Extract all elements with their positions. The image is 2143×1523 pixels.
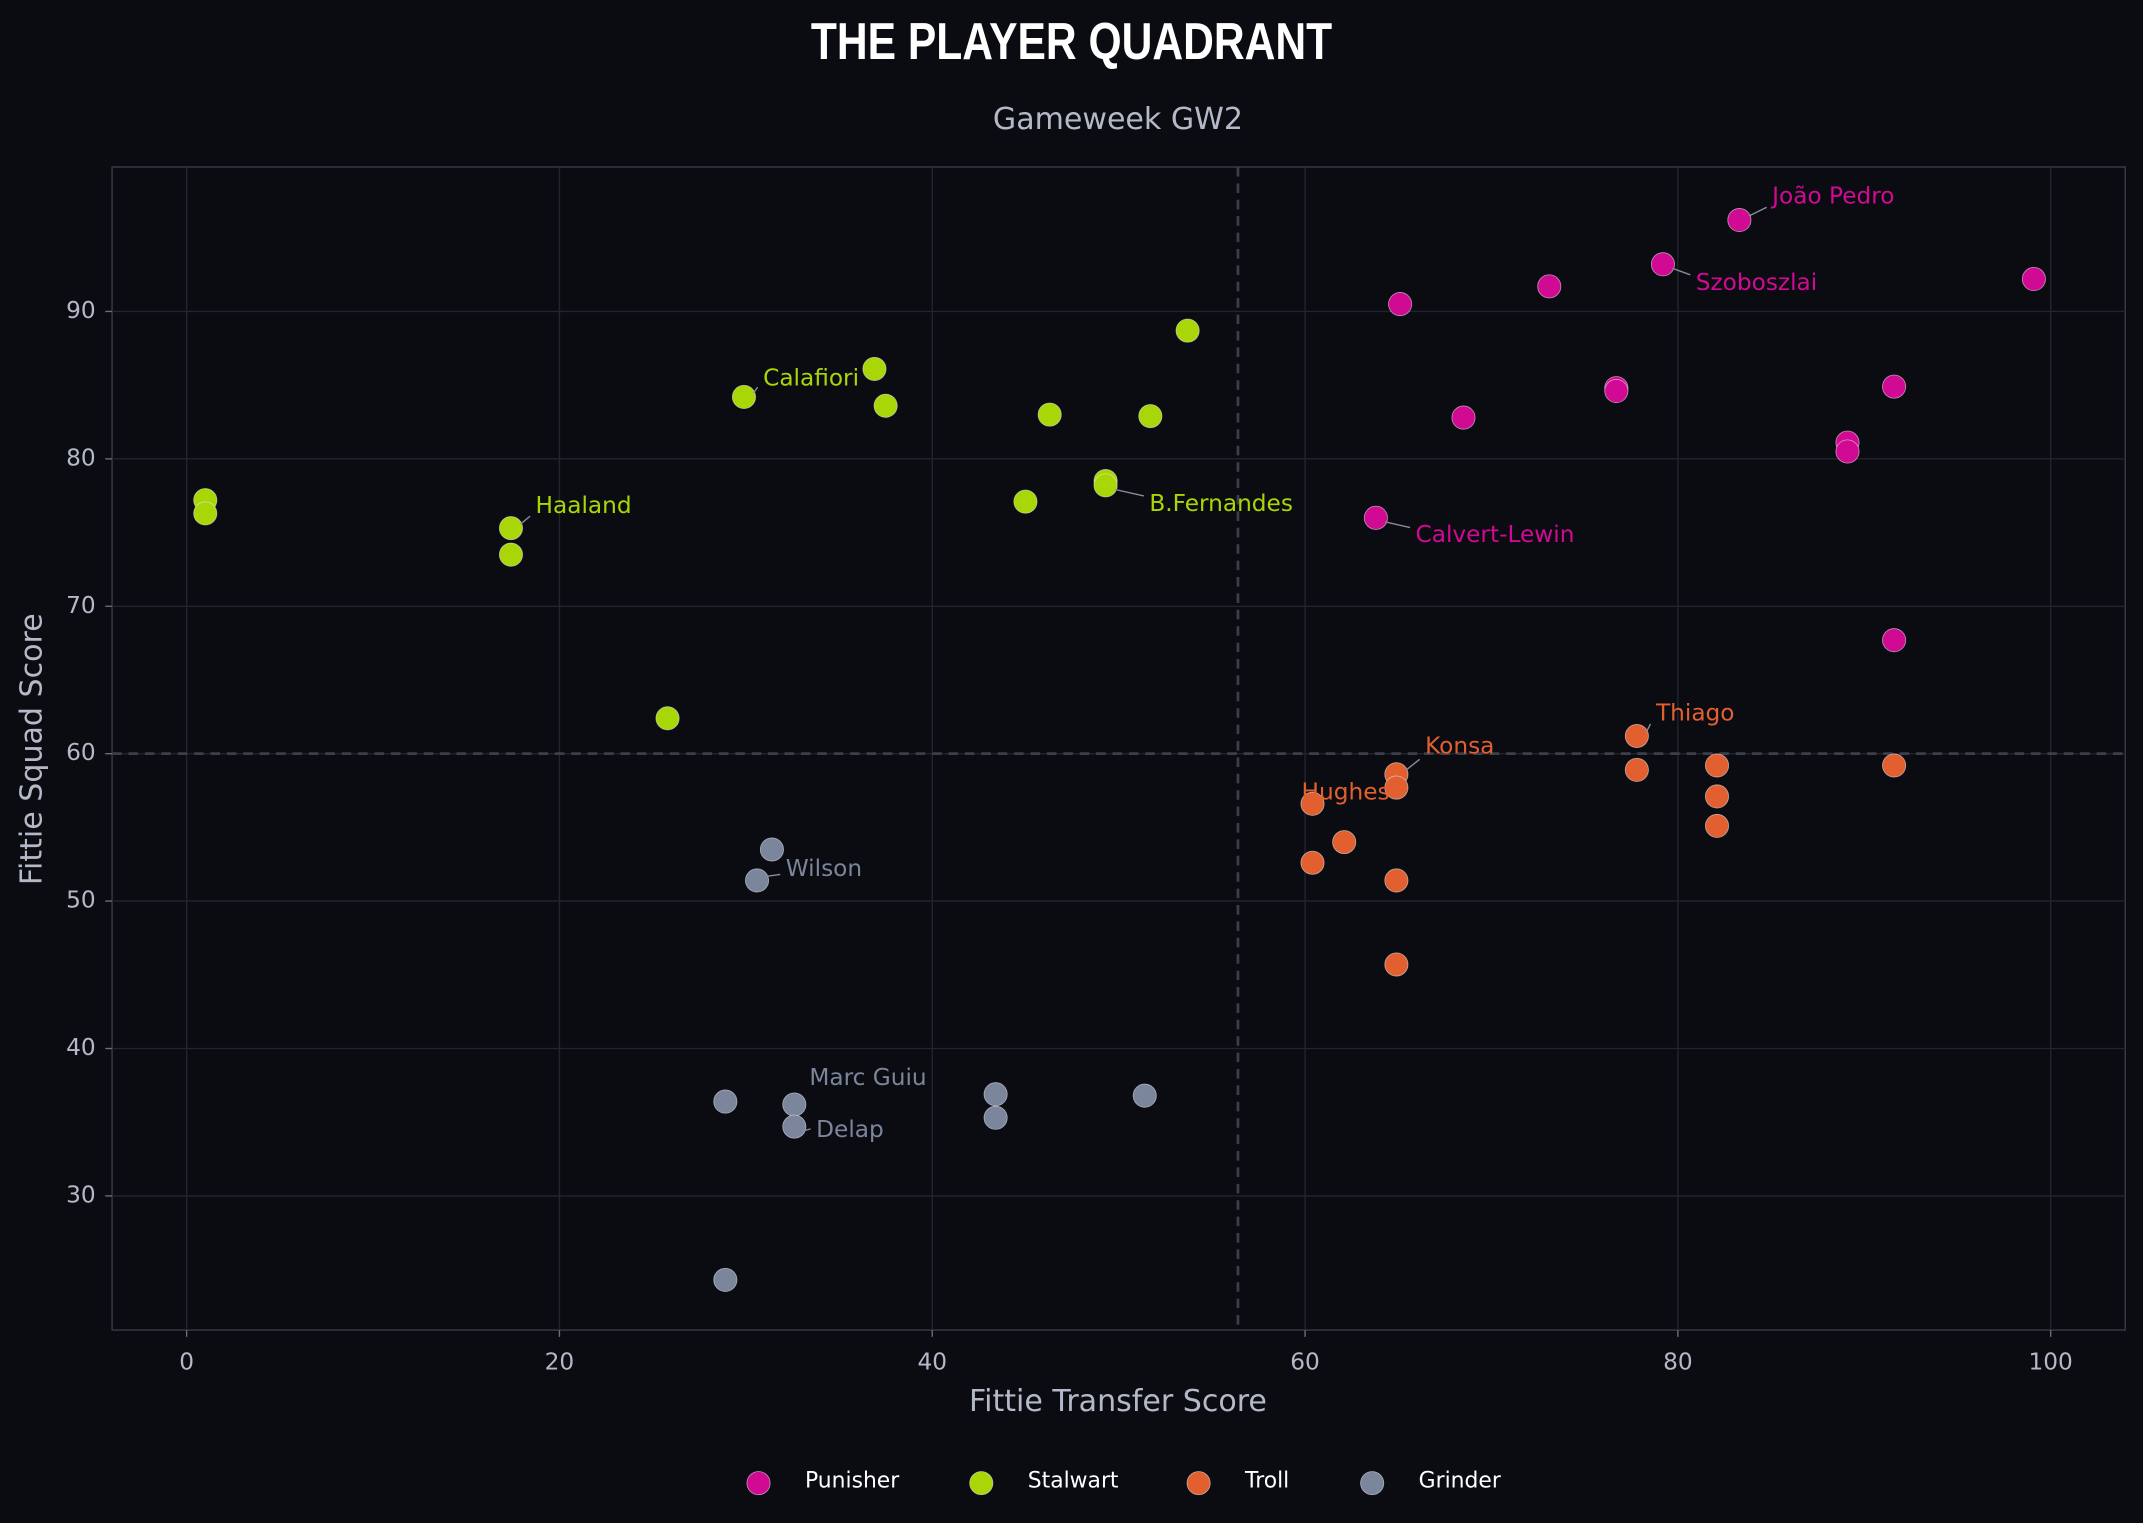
data-point (1604, 379, 1629, 404)
x-tick-label: 80 (1663, 1348, 1693, 1375)
data-point (782, 1114, 807, 1139)
data-point (983, 1105, 1008, 1130)
data-point (1332, 830, 1357, 855)
legend-label: Stalwart (1028, 1469, 1119, 1494)
data-point (713, 1267, 738, 1292)
data-point (1300, 791, 1325, 816)
data-point (2021, 266, 2046, 292)
data-point (1835, 439, 1860, 464)
point-label: Konsa (1425, 732, 1494, 759)
data-point (193, 501, 218, 526)
data-point (1624, 757, 1649, 782)
data-point (713, 1089, 738, 1114)
data-point (1300, 850, 1325, 875)
data-point (1132, 1083, 1157, 1108)
point-label: Hughes (1302, 778, 1390, 805)
x-tick-label: 40 (917, 1348, 947, 1375)
point-label: Szoboszlai (1696, 269, 1818, 296)
data-point (1624, 723, 1649, 749)
point-label: Marc Guiu (809, 1064, 926, 1091)
point-label: Wilson (786, 855, 862, 882)
legend-label: Troll (1244, 1469, 1289, 1494)
point-label: Calafiori (763, 365, 859, 392)
data-point (1384, 952, 1409, 977)
data-point (1704, 753, 1730, 778)
data-point (1727, 208, 1752, 233)
chart-subtitle: Gameweek GW2 (993, 102, 1243, 137)
y-tick-label: 80 (66, 444, 96, 471)
label-connector (1645, 723, 1652, 733)
label-connector (752, 386, 759, 394)
label-connector (1748, 206, 1768, 217)
data-point (862, 356, 887, 381)
data-point (1882, 628, 1907, 653)
y-tick-label: 70 (66, 592, 96, 619)
point-label: João Pedro (1770, 182, 1894, 209)
data-point (1537, 274, 1562, 299)
data-point (1882, 753, 1907, 778)
legend-label: Grinder (1419, 1469, 1501, 1494)
data-point (1175, 318, 1200, 343)
data-point (1384, 775, 1409, 800)
point-label: Delap (816, 1116, 884, 1143)
label-connector (1115, 488, 1145, 497)
data-point (1704, 784, 1730, 809)
point-label: Haaland (536, 492, 632, 519)
y-tick-label: 30 (66, 1181, 96, 1208)
y-tick-label: 60 (66, 739, 96, 766)
data-point (1704, 813, 1730, 838)
data-point (745, 868, 770, 893)
legend-label: Punisher (805, 1469, 899, 1494)
point-label: Thiago (1655, 700, 1735, 727)
data-point (1138, 404, 1163, 429)
label-connector (520, 515, 531, 525)
data-point (498, 516, 524, 541)
data-point (1650, 252, 1675, 277)
legend-marker (1186, 1471, 1211, 1496)
plot-area (111, 166, 2126, 1331)
data-point (1013, 489, 1038, 514)
data-point (1363, 505, 1388, 530)
legend-marker (1360, 1471, 1385, 1496)
label-connector (803, 1128, 811, 1132)
data-point (983, 1082, 1008, 1107)
data-point (1093, 473, 1118, 498)
legend-marker (969, 1471, 994, 1496)
x-tick-label: 20 (545, 1348, 575, 1375)
data-point (731, 384, 757, 409)
data-point (498, 542, 524, 567)
data-point (1037, 402, 1062, 427)
y-tick-label: 50 (66, 887, 96, 914)
data-point (759, 837, 784, 862)
data-point (1384, 868, 1409, 893)
label-connector (1385, 521, 1411, 529)
legend-marker (746, 1471, 771, 1496)
label-connector (766, 873, 781, 878)
data-point (873, 393, 898, 418)
point-label: Calvert-Lewin (1416, 521, 1575, 548)
point-label: B.Fernandes (1149, 490, 1293, 517)
label-connector (1405, 758, 1421, 771)
data-point (1388, 292, 1413, 317)
data-point (782, 1092, 807, 1117)
data-point (1451, 405, 1476, 430)
x-axis-label: Fittie Transfer Score (969, 1384, 1267, 1419)
chart-title: THE PLAYER QUADRANT (811, 13, 1332, 71)
x-tick-label: 0 (179, 1348, 194, 1375)
y-axis-label: Fittie Squad Score (14, 613, 49, 885)
x-tick-label: 60 (1290, 1348, 1320, 1375)
y-tick-label: 90 (66, 297, 96, 324)
data-point (655, 706, 680, 731)
y-tick-label: 40 (66, 1034, 96, 1061)
data-point (1882, 374, 1907, 399)
label-connector (1672, 267, 1691, 276)
x-tick-label: 100 (2029, 1348, 2073, 1375)
